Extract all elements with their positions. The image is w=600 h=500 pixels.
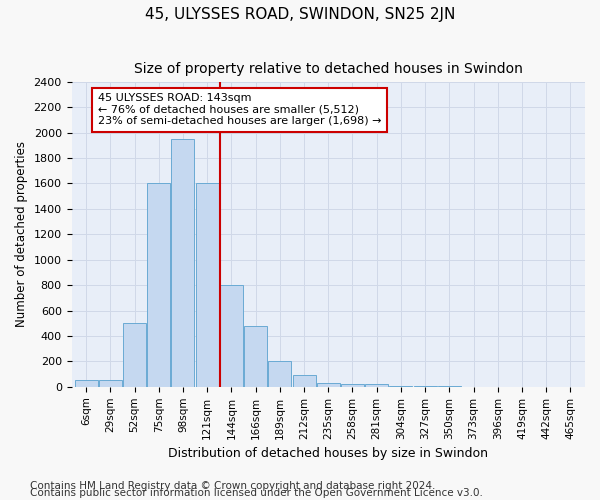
Bar: [317, 383, 340, 387]
Bar: [99, 380, 122, 387]
Bar: [413, 386, 437, 387]
Text: Contains HM Land Registry data © Crown copyright and database right 2024.: Contains HM Land Registry data © Crown c…: [30, 481, 436, 491]
Bar: [293, 376, 316, 387]
Title: Size of property relative to detached houses in Swindon: Size of property relative to detached ho…: [134, 62, 523, 76]
Bar: [341, 384, 364, 387]
Y-axis label: Number of detached properties: Number of detached properties: [15, 142, 28, 328]
Bar: [268, 362, 292, 387]
Text: Contains public sector information licensed under the Open Government Licence v3: Contains public sector information licen…: [30, 488, 483, 498]
Bar: [147, 184, 170, 387]
Bar: [389, 386, 412, 387]
Bar: [365, 384, 388, 387]
Bar: [220, 285, 243, 387]
Bar: [123, 324, 146, 387]
Bar: [244, 326, 267, 387]
Bar: [196, 184, 218, 387]
Bar: [74, 380, 98, 387]
Text: 45, ULYSSES ROAD, SWINDON, SN25 2JN: 45, ULYSSES ROAD, SWINDON, SN25 2JN: [145, 8, 455, 22]
Bar: [172, 139, 194, 387]
Text: 45 ULYSSES ROAD: 143sqm
← 76% of detached houses are smaller (5,512)
23% of semi: 45 ULYSSES ROAD: 143sqm ← 76% of detache…: [98, 94, 381, 126]
X-axis label: Distribution of detached houses by size in Swindon: Distribution of detached houses by size …: [168, 447, 488, 460]
Bar: [438, 386, 461, 387]
